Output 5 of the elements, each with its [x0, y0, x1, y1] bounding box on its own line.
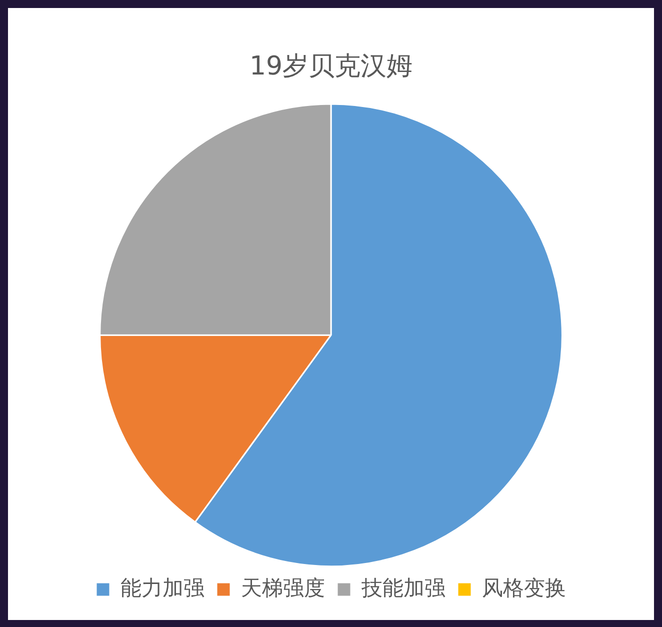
- chart-title: 19岁贝克汉姆: [249, 51, 413, 82]
- legend-label: 技能加强: [360, 576, 446, 600]
- legend-label: 风格变换: [482, 576, 566, 600]
- legend-label: 天梯强度: [241, 576, 325, 600]
- legend-label: 能力加强: [120, 576, 204, 600]
